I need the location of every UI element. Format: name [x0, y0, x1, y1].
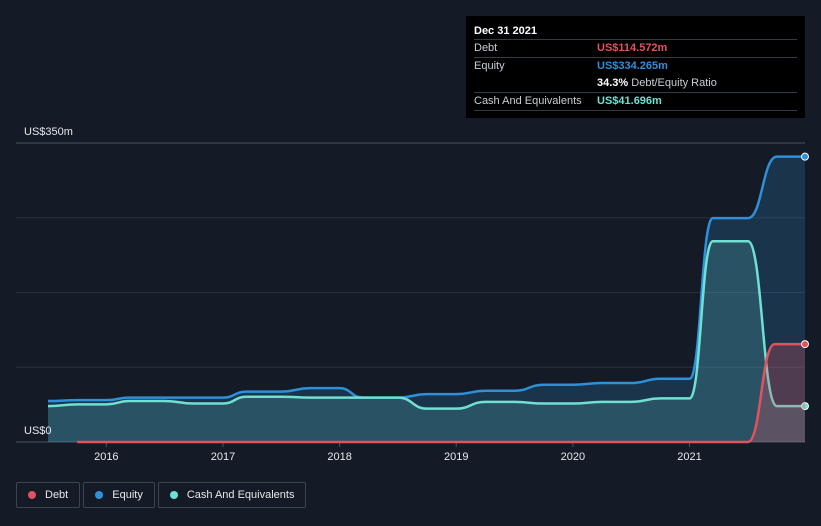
legend-debt[interactable]: Debt: [16, 482, 81, 508]
tooltip-row-ratio: 34.3% Debt/Equity Ratio: [474, 75, 797, 92]
tooltip-row-equity: Equity US$334.265m: [474, 57, 797, 75]
tooltip-cash-label: Cash And Equivalents: [474, 95, 582, 107]
chart-legend: Debt Equity Cash And Equivalents: [16, 482, 307, 508]
cash-line: [47, 239, 805, 410]
legend-cash[interactable]: Cash And Equivalents: [157, 482, 307, 508]
tooltip-row-debt: Debt US$114.572m: [474, 39, 797, 57]
tooltip-ratio-value: 34.3%: [597, 77, 629, 89]
cash-end-point: [801, 402, 809, 411]
x-tick-label: 2017: [211, 451, 235, 463]
equity-end-point: [801, 152, 809, 161]
legend-cash-label: Cash And Equivalents: [186, 489, 295, 501]
tooltip-date: Dec 31 2021: [474, 25, 537, 37]
debt-line: [77, 342, 805, 444]
x-tick-label: 2019: [444, 451, 468, 463]
legend-cash-dot: [169, 491, 178, 499]
legend-debt-dot: [28, 491, 36, 499]
legend-debt-label: Debt: [45, 489, 69, 501]
tooltip-ratio-label: Debt/Equity Ratio: [631, 77, 717, 89]
tooltip-equity-value: US$334.265m: [597, 60, 668, 72]
x-tick-label: 2018: [327, 451, 351, 463]
legend-equity-dot: [95, 491, 104, 499]
tooltip-debt-label: Debt: [474, 42, 498, 54]
y-axis-top-label: US$350m: [24, 126, 73, 138]
legend-equity-label: Equity: [112, 489, 143, 501]
tooltip-debt-value: US$114.572m: [597, 42, 668, 54]
chart-tooltip: Dec 31 2021 Debt US$114.572m Equity US$3…: [466, 16, 805, 118]
y-axis-bottom-label: US$0: [24, 425, 52, 437]
x-tick-label: 2021: [677, 451, 701, 463]
equity-area: [48, 156, 805, 442]
tooltip-row-cash: Cash And Equivalents US$41.696m: [474, 92, 797, 111]
x-tick-label: 2020: [561, 451, 585, 463]
tooltip-cash-value: US$41.696m: [597, 95, 662, 107]
tooltip-equity-label: Equity: [474, 60, 505, 72]
x-tick-label: 2016: [94, 451, 118, 463]
cash-area: [48, 241, 805, 442]
legend-equity[interactable]: Equity: [83, 482, 155, 508]
equity-line: [47, 155, 805, 403]
debt-end-point: [801, 340, 809, 349]
